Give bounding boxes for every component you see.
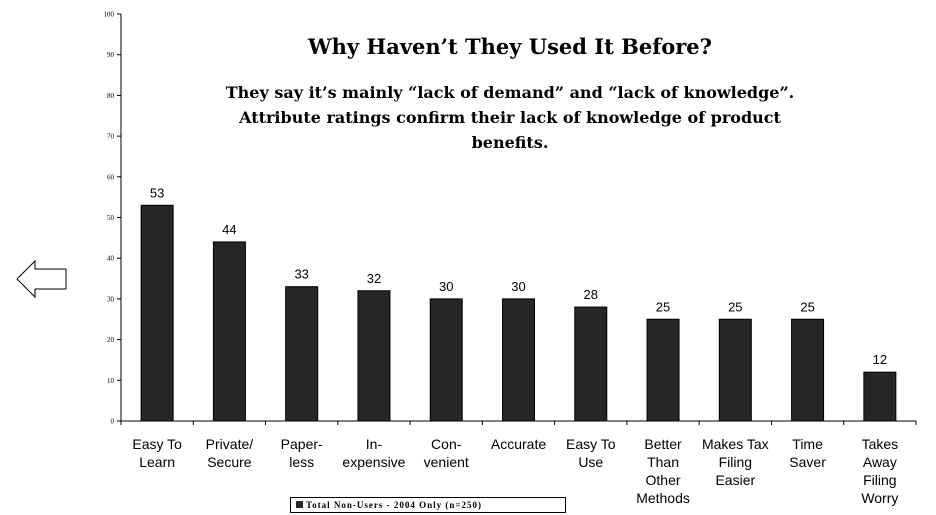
chart-subtitle: They say it’s mainly “lack of demand” an…	[200, 80, 820, 155]
x-category-label-line: Other	[646, 472, 681, 488]
x-category-label: Better Than Other Methods	[636, 436, 690, 506]
x-category-label-line: Better	[644, 436, 682, 452]
chart-title: Why Haven’t They Used It Before?	[308, 34, 712, 59]
x-category-label-line: Private/	[206, 436, 254, 452]
x-category-label-line: Saver	[789, 454, 826, 470]
bar	[574, 306, 608, 422]
x-category-label-line: Than	[647, 454, 679, 470]
bar-value-label: 30	[439, 279, 453, 294]
x-category-label-line: Use	[578, 454, 603, 470]
x-category-label: Paper-less	[281, 436, 323, 470]
bar-value-label: 28	[584, 287, 598, 302]
x-category-label-line: Methods	[636, 490, 690, 506]
y-tick-label: 30	[107, 295, 115, 303]
x-category-label-line: Paper-	[281, 436, 323, 452]
bar	[429, 298, 463, 422]
x-category-label-line: expensive	[342, 454, 405, 470]
x-category-label: Accurate	[491, 436, 546, 452]
y-tick-label: 90	[107, 51, 115, 59]
chart-subtitle-line-2: Attribute ratings confirm their lack of …	[239, 108, 781, 152]
bar-value-label: 53	[150, 185, 164, 200]
x-category-label-line: less	[289, 454, 314, 470]
x-category-label: Easy To Learn	[132, 436, 182, 470]
bar	[791, 318, 825, 422]
bar	[863, 371, 897, 422]
x-category-label-line: venient	[424, 454, 469, 470]
chart-subtitle-line-1: They say it’s mainly “lack of demand” an…	[225, 83, 795, 102]
y-tick-label: 20	[107, 336, 115, 344]
x-category-label-line: Filing	[719, 454, 752, 470]
x-category-label: Private/Secure	[206, 436, 254, 470]
bar	[718, 318, 752, 422]
y-tick-label: 80	[107, 92, 115, 100]
left-arrow-icon	[16, 259, 67, 299]
x-category-label: Makes Tax Filing Easier	[702, 436, 769, 488]
x-category-label-line: Worry	[861, 490, 898, 506]
bar	[285, 286, 319, 422]
x-category-label-line: Easier	[715, 472, 755, 488]
y-tick-label: 10	[107, 377, 115, 385]
legend-swatch	[296, 501, 303, 509]
bar	[502, 298, 535, 422]
x-category-label-line: Learn	[139, 454, 175, 470]
bar-value-label: 44	[222, 222, 236, 237]
x-category-label: Con-venient	[424, 436, 469, 470]
y-tick-label: 40	[107, 255, 115, 263]
x-category-label: Easy To Use	[566, 436, 616, 470]
bar	[212, 241, 246, 422]
y-tick-label: 70	[107, 133, 115, 141]
y-tick-label: 50	[107, 214, 115, 222]
bar-value-label: 32	[367, 271, 381, 286]
x-category-label-line: Accurate	[491, 436, 546, 452]
bar-value-label: 30	[511, 279, 525, 294]
x-category-label: Time Saver	[789, 436, 826, 470]
bar-value-label: 33	[294, 267, 308, 282]
bar	[357, 290, 391, 422]
y-tick-label: 60	[107, 173, 115, 181]
x-category-label-line: Takes	[862, 436, 899, 452]
x-category-label: In-expensive	[342, 436, 405, 470]
x-category-label-line: Makes Tax	[702, 436, 769, 452]
x-category-label-line: Secure	[207, 454, 252, 470]
x-category-label-line: Easy To	[566, 436, 616, 452]
bar	[646, 318, 680, 422]
legend-label: Total Non-Users - 2004 Only (n=250)	[306, 500, 483, 510]
x-category-label-line: Con-	[431, 436, 462, 452]
bar-value-label: 25	[800, 299, 814, 314]
legend: Total Non-Users - 2004 Only (n=250)	[290, 497, 566, 513]
x-category-label-line: Easy To	[132, 436, 182, 452]
bar-value-label: 25	[656, 299, 670, 314]
x-category-label-line: In-	[366, 436, 383, 452]
bar	[140, 204, 174, 422]
x-category-label-line: Away	[863, 454, 897, 470]
bar-value-label: 25	[728, 299, 742, 314]
x-category-label-line: Time	[792, 436, 823, 452]
x-category-label: Takes Away Filing Worry	[861, 436, 898, 506]
y-tick-label: 0	[111, 418, 115, 426]
y-tick-label: 100	[104, 11, 115, 19]
bar-value-label: 12	[873, 352, 887, 367]
x-category-label-line: Filing	[863, 472, 896, 488]
